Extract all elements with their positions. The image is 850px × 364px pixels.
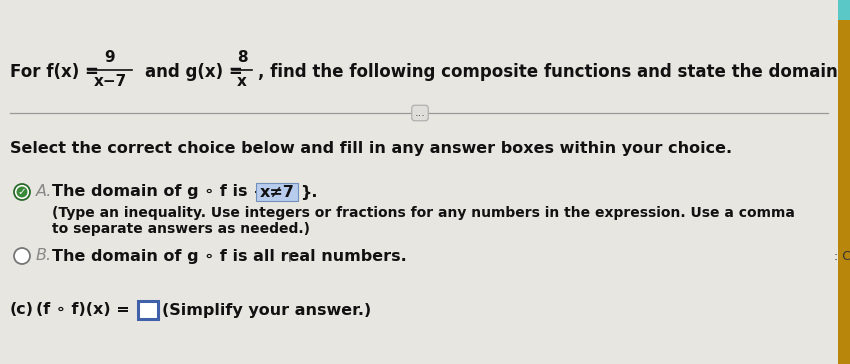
Text: }.: }. [300, 185, 318, 199]
Text: x: x [237, 75, 247, 90]
Text: (f ∘ f)(x) =: (f ∘ f)(x) = [36, 302, 130, 317]
Text: A.: A. [36, 185, 53, 199]
Circle shape [14, 184, 30, 200]
Circle shape [16, 186, 27, 198]
Text: ✓: ✓ [18, 187, 26, 197]
Text: B.: B. [36, 249, 52, 264]
Text: and g(x) =: and g(x) = [145, 63, 243, 81]
Text: , find the following composite functions and state the domain of each.: , find the following composite functions… [258, 63, 850, 81]
Text: x≠7: x≠7 [259, 185, 294, 199]
Text: x−7: x−7 [94, 75, 127, 90]
FancyBboxPatch shape [838, 0, 850, 20]
Text: 9: 9 [105, 51, 116, 66]
Circle shape [14, 248, 30, 264]
Text: (Simplify your answer.): (Simplify your answer.) [162, 302, 371, 317]
FancyBboxPatch shape [256, 183, 298, 201]
Text: I: I [288, 252, 292, 265]
Text: to separate answers as needed.): to separate answers as needed.) [52, 222, 310, 236]
Text: The domain of g ∘ f is all real numbers.: The domain of g ∘ f is all real numbers. [52, 249, 407, 264]
Text: 8: 8 [236, 51, 247, 66]
Text: (Type an inequality. Use integers or fractions for any numbers in the expression: (Type an inequality. Use integers or fra… [52, 206, 795, 220]
Text: (c): (c) [10, 302, 34, 317]
Text: Select the correct choice below and fill in any answer boxes within your choice.: Select the correct choice below and fill… [10, 141, 732, 155]
Text: ...: ... [415, 108, 426, 118]
Text: The domain of g ∘ f is {x |: The domain of g ∘ f is {x | [52, 184, 286, 200]
Text: For f(x) =: For f(x) = [10, 63, 99, 81]
FancyBboxPatch shape [838, 0, 850, 364]
Text: : C: : C [835, 249, 850, 262]
FancyBboxPatch shape [138, 301, 158, 319]
